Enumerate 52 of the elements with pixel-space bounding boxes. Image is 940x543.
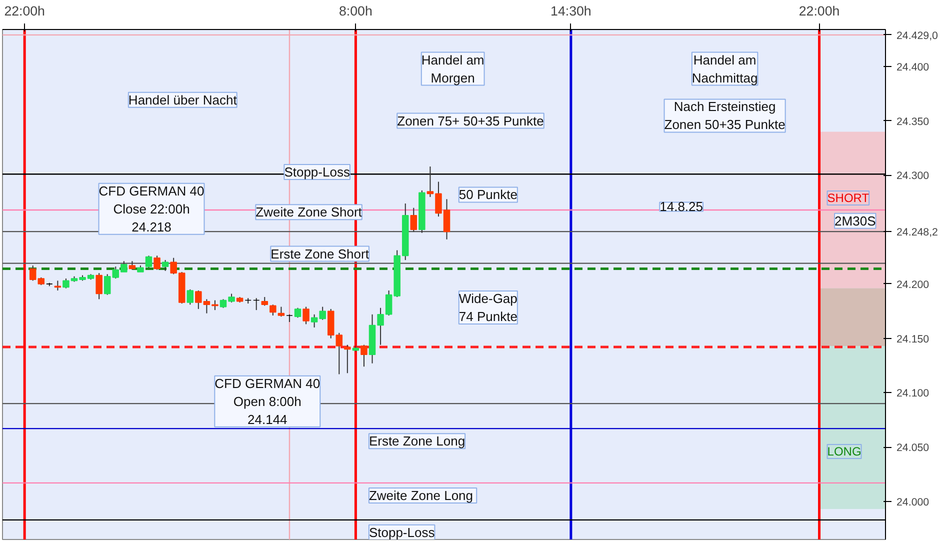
candlestick	[154, 255, 160, 270]
band-label: SHORT	[827, 191, 870, 206]
candlestick	[96, 272, 102, 300]
y-tick-label: 24.248,2	[896, 226, 938, 239]
candlestick	[104, 274, 111, 296]
x-tick-label: 22:00h	[4, 4, 45, 18]
ref-line-label: Erste Zone Short	[270, 246, 370, 262]
annotation: Handel am Morgen	[421, 52, 484, 86]
y-tick-label: 24.400	[896, 61, 930, 74]
candlestick	[278, 306, 285, 318]
candlestick	[244, 298, 252, 304]
candlestick	[302, 306, 310, 325]
y-tick-label: 24.150	[896, 333, 930, 346]
candlestick	[294, 307, 302, 318]
annotation: Handel über Nacht	[128, 92, 238, 108]
annotation: Stopp-Loss	[284, 164, 350, 180]
candlestick	[270, 304, 276, 316]
candlestick	[54, 280, 62, 291]
y-tick-label: 24.429,0	[896, 30, 938, 42]
y-tick-label: 24.000	[896, 496, 930, 508]
y-tick-label: 24.200	[896, 278, 930, 291]
candlestick	[162, 260, 169, 272]
y-tick-label: 24.100	[896, 388, 930, 400]
candlestick	[186, 288, 194, 306]
candlestick	[29, 264, 36, 282]
ref-line-label: Erste Zone Long	[368, 434, 466, 449]
annotation: Zweite Zone Short	[256, 204, 362, 220]
y-tick-label: 24.050	[896, 442, 930, 454]
annotation: CFD GERMAN 40 Open 8:00h 24.144	[214, 376, 320, 427]
annotation: CFD GERMAN 40 Close 22:00h 24.218	[98, 183, 204, 234]
x-tick-label: 22:00h	[798, 4, 840, 18]
candlestick	[145, 255, 152, 268]
ref-line-label: Zweite Zone Long	[368, 488, 474, 503]
y-tick-label: 24.350	[896, 116, 930, 128]
annotation: 14.8.25	[660, 199, 703, 214]
annotation: Wide-Gap 74 Punkte	[458, 290, 518, 324]
candlestick	[252, 298, 260, 311]
annotation: Zonen 75+ 50+35 Punkte	[397, 113, 544, 128]
candlestick	[344, 344, 351, 374]
candlestick	[410, 207, 418, 232]
x-tick-label: 8:00h	[339, 4, 372, 18]
x-tick-label: 14:30h	[550, 4, 592, 18]
y-tick-label: 24.300	[896, 170, 930, 182]
ref-line-label: Stopp-Loss	[368, 524, 436, 540]
candlestick	[360, 344, 368, 368]
annotation: Handel am Nachmittag	[692, 52, 758, 86]
candlestick	[336, 332, 343, 375]
band-label: LONG	[827, 444, 862, 458]
annotation: 50 Punkte	[458, 187, 518, 202]
annotation: Nach Ersteinstieg Zonen 50+35 Punkte	[664, 99, 786, 132]
candlestick	[327, 308, 334, 339]
annotation: 2M30S	[834, 213, 876, 228]
